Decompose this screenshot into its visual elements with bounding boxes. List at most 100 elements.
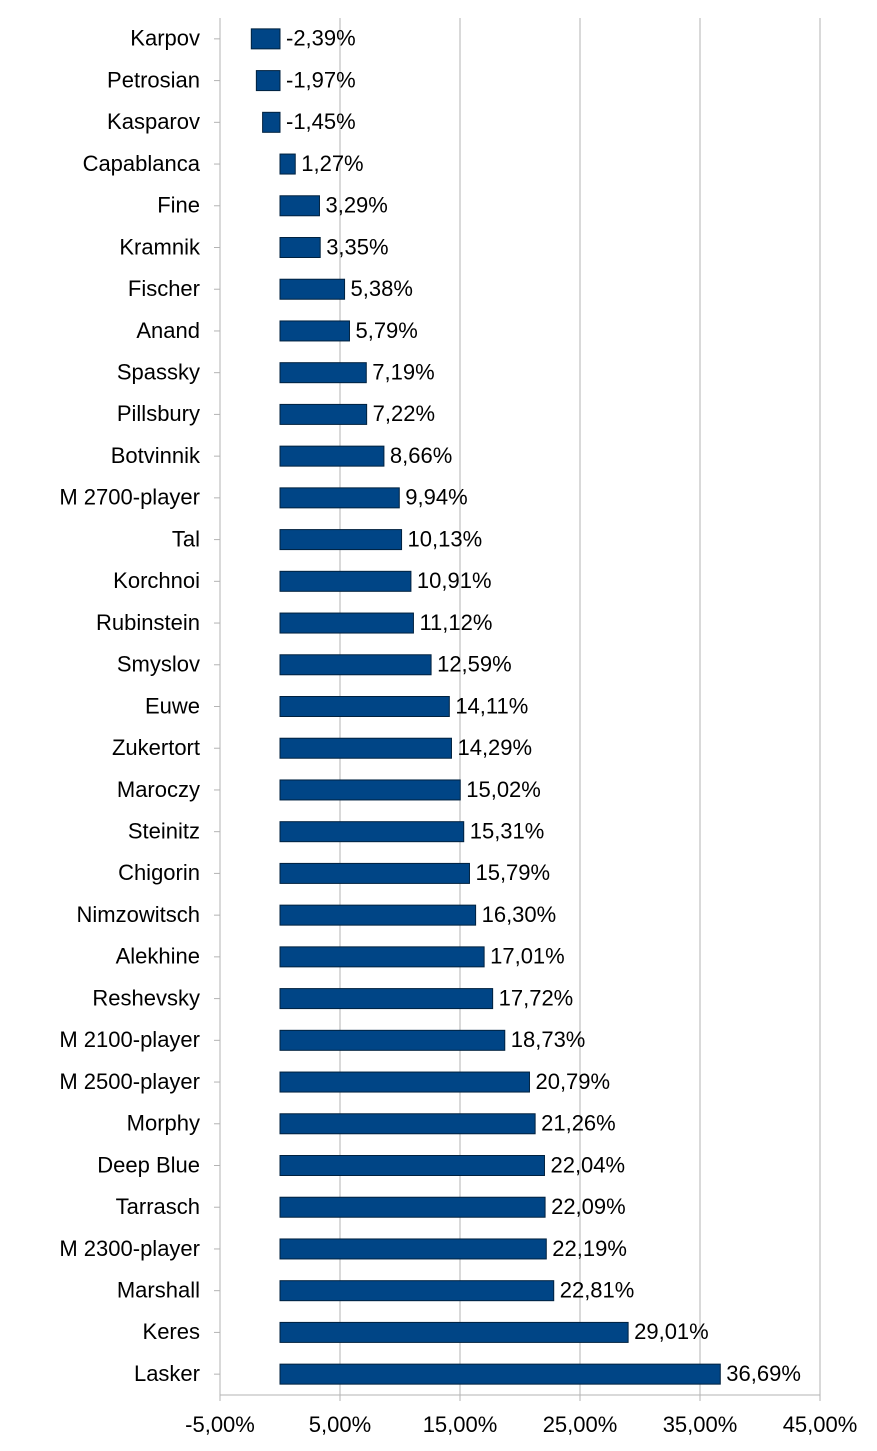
bar [279, 862, 470, 884]
y-tick-label: Kramnik [119, 234, 201, 259]
bar [279, 1321, 629, 1343]
bar [279, 946, 485, 968]
y-tick-label: Tarrasch [116, 1194, 200, 1219]
value-label: 7,22% [373, 401, 435, 426]
value-label: 18,73% [511, 1027, 586, 1052]
y-tick-label: M 2300-player [59, 1236, 200, 1261]
y-tick-label: Nimzowitsch [77, 902, 200, 927]
value-label: 22,19% [552, 1236, 627, 1261]
bar [279, 779, 461, 801]
bar [255, 70, 281, 92]
bar [279, 237, 321, 258]
y-tick-label: Maroczy [117, 777, 200, 802]
bar [279, 278, 346, 300]
y-tick-label: Pillsbury [117, 401, 200, 426]
x-tick-label: 5,00% [309, 1412, 371, 1437]
value-label: 17,01% [490, 944, 565, 969]
y-tick-label: Korchnoi [113, 568, 200, 593]
bar [250, 28, 281, 50]
y-tick-label: Euwe [145, 693, 200, 718]
value-label: 21,26% [541, 1111, 616, 1136]
y-tick-label: Rubinstein [96, 610, 200, 635]
y-tick-label: Alekhine [116, 944, 200, 969]
value-label: -2,39% [286, 26, 356, 51]
bar [279, 403, 368, 425]
bar [279, 195, 320, 217]
bar [279, 362, 367, 384]
y-tick-label: Chigorin [118, 860, 200, 885]
y-tick-label: Botvinnik [111, 443, 201, 468]
y-tick-label: Reshevsky [92, 985, 200, 1010]
y-tick-label: Tal [172, 526, 200, 551]
x-tick-label: 45,00% [783, 1412, 858, 1437]
value-label: 16,30% [482, 902, 557, 927]
x-tick-label: 15,00% [423, 1412, 498, 1437]
y-tick-label: Petrosian [107, 67, 200, 92]
bar [279, 654, 432, 676]
y-tick-label: Karpov [130, 26, 200, 51]
value-label: -1,45% [286, 109, 356, 134]
value-label: 20,79% [535, 1069, 610, 1094]
y-tick-label: Kasparov [107, 109, 200, 134]
y-tick-label: Steinitz [128, 818, 200, 843]
value-label: 15,02% [466, 777, 541, 802]
y-tick-label: Anand [136, 318, 200, 343]
bar [279, 529, 403, 551]
bar [279, 1029, 506, 1051]
bar [279, 1113, 536, 1135]
y-tick-label: Fine [157, 193, 200, 218]
bar [279, 1238, 547, 1260]
value-label: 22,81% [560, 1277, 635, 1302]
value-label: 15,31% [470, 818, 545, 843]
bar [279, 1155, 545, 1176]
value-label: 10,13% [408, 526, 483, 551]
value-label: 17,72% [499, 985, 574, 1010]
y-tick-label: M 2700-player [59, 485, 200, 510]
bar [279, 570, 412, 592]
bar [279, 737, 452, 759]
bar [279, 487, 400, 509]
y-tick-label: Spassky [117, 359, 200, 384]
y-tick-label: Keres [143, 1319, 200, 1344]
x-tick-label: -5,00% [185, 1412, 255, 1437]
y-tick-label: M 2100-player [59, 1027, 200, 1052]
x-tick-label: 25,00% [543, 1412, 618, 1437]
value-label: 22,04% [550, 1152, 625, 1177]
value-label: 22,09% [551, 1194, 626, 1219]
bar [279, 320, 350, 342]
bar [279, 153, 296, 175]
y-tick-label: Smyslov [117, 652, 200, 677]
value-label: 3,35% [326, 234, 388, 259]
bar [279, 1363, 721, 1385]
value-label: 8,66% [390, 443, 452, 468]
value-label: 12,59% [437, 652, 512, 677]
bar [279, 1071, 530, 1093]
bar [279, 1280, 555, 1302]
value-label: 11,12% [419, 610, 492, 635]
bar [279, 821, 465, 843]
y-tick-label: Fischer [128, 276, 200, 301]
value-label: 7,19% [372, 359, 434, 384]
bar [279, 1196, 546, 1218]
bar [279, 904, 477, 926]
value-label: -1,97% [286, 67, 356, 92]
bar [279, 988, 494, 1010]
y-tick-label: Deep Blue [97, 1152, 200, 1177]
y-tick-label: Marshall [117, 1277, 200, 1302]
y-tick-label: Capablanca [83, 151, 201, 176]
y-tick-label: M 2500-player [59, 1069, 200, 1094]
bar [279, 696, 450, 717]
value-label: 9,94% [405, 485, 467, 510]
y-tick-label: Lasker [134, 1361, 200, 1386]
value-label: 14,29% [457, 735, 532, 760]
bar [279, 612, 414, 634]
value-label: 5,38% [351, 276, 413, 301]
value-label: 36,69% [726, 1361, 801, 1386]
value-label: 5,79% [355, 318, 417, 343]
x-tick-label: 35,00% [663, 1412, 738, 1437]
y-tick-label: Zukertort [112, 735, 200, 760]
value-label: 15,79% [475, 860, 550, 885]
value-label: 29,01% [634, 1319, 709, 1344]
